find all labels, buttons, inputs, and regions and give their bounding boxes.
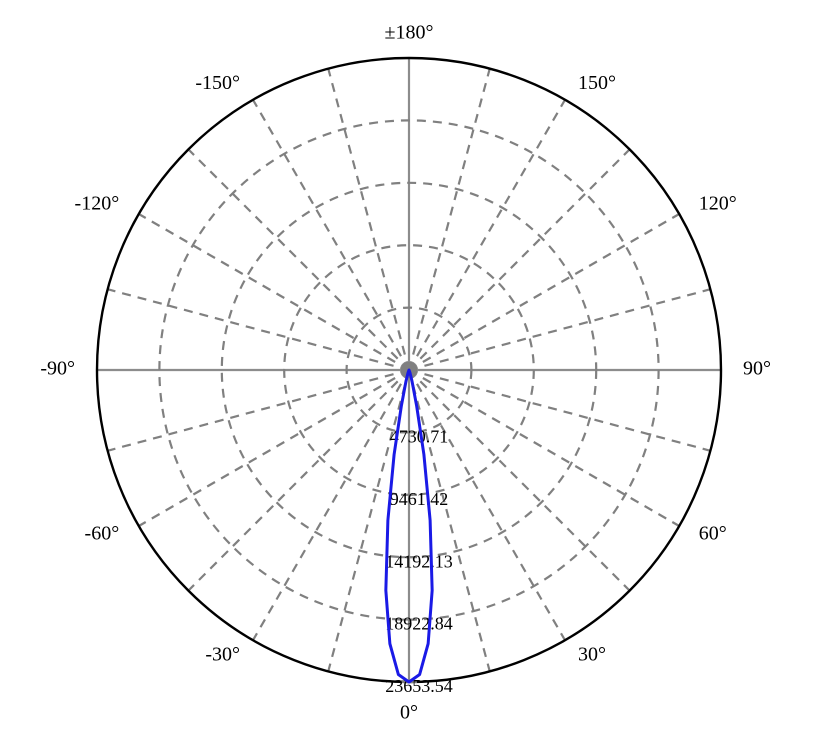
angle-label: 120° (699, 193, 737, 215)
angular-spoke (409, 214, 679, 370)
angular-spoke (108, 370, 409, 451)
angle-label: -30° (205, 643, 240, 665)
radial-tick-label: 14192.13 (385, 551, 453, 571)
angle-label: -60° (85, 523, 120, 545)
angular-spoke (328, 69, 409, 370)
angular-spoke (409, 149, 630, 370)
angular-spoke (409, 100, 565, 370)
angular-spoke (139, 214, 409, 370)
angular-spoke (253, 100, 409, 370)
angular-spoke (188, 370, 409, 591)
angle-label: 90° (743, 358, 771, 380)
angle-label: -90° (40, 358, 75, 380)
angle-label: 30° (578, 643, 606, 665)
angular-spoke (409, 370, 710, 451)
angle-label: 150° (578, 72, 616, 94)
radial-tick-label: 9461.42 (390, 489, 449, 509)
angular-spoke (409, 370, 679, 526)
angle-label: -150° (195, 72, 240, 94)
angular-spoke (139, 370, 409, 526)
angular-spoke (108, 289, 409, 370)
angular-spoke (188, 149, 409, 370)
radial-tick-label: 18922.84 (385, 614, 453, 634)
radial-tick-label: 23653.54 (385, 676, 453, 696)
angle-label: -120° (75, 193, 120, 215)
angle-label: 0° (400, 702, 418, 724)
angle-label: ±180° (385, 22, 434, 44)
angle-label: 60° (699, 523, 727, 545)
angular-spoke (409, 69, 490, 370)
polar-chart: 4730.719461.4214192.1318922.8423653.540°… (0, 0, 819, 734)
angular-spoke (409, 289, 710, 370)
